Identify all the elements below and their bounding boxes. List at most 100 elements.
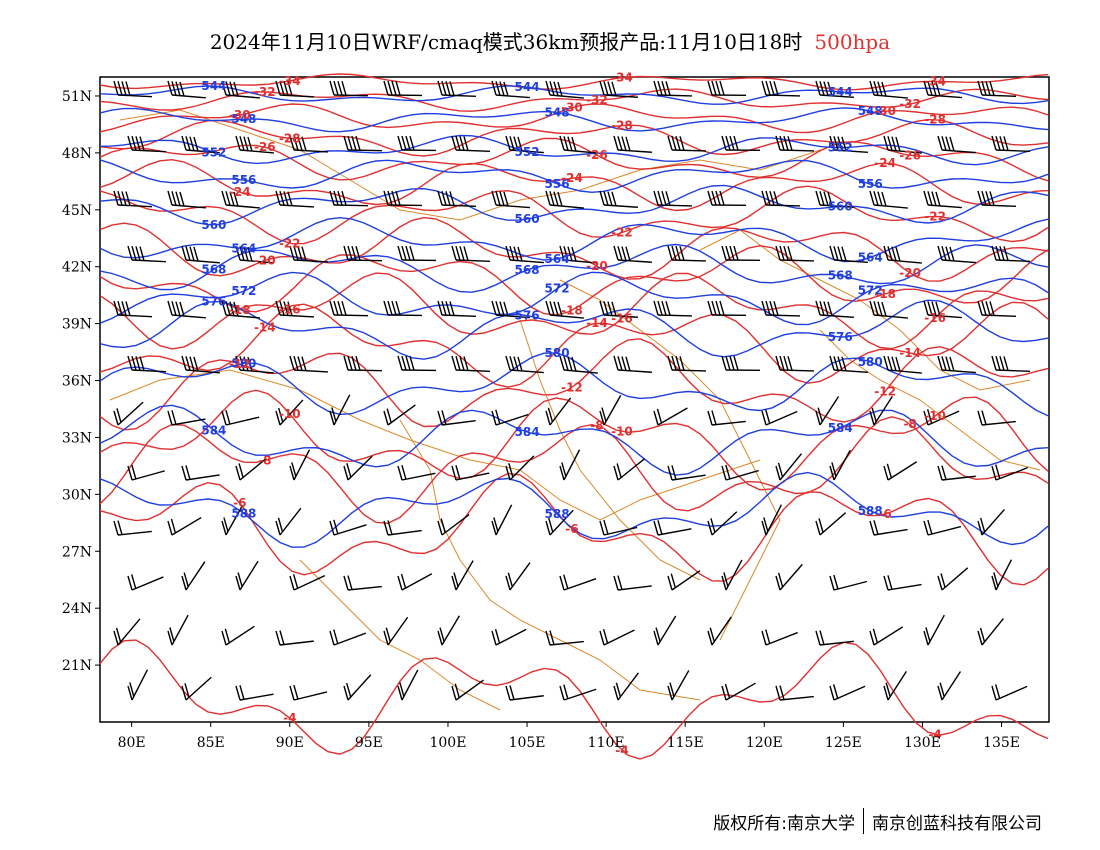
wind-barb — [383, 80, 423, 97]
height-contour-label: 588 — [231, 506, 256, 520]
temperature-contour-label: -6 — [878, 507, 891, 521]
height-contour-line — [99, 271, 1049, 326]
wind-barb — [329, 190, 369, 207]
wind-barb — [343, 674, 372, 701]
wind-barb — [181, 355, 220, 374]
temperature-contour-line — [99, 389, 1049, 491]
wind-barb — [397, 573, 433, 591]
wind-barb — [289, 684, 328, 701]
wind-barb — [667, 245, 707, 262]
wind-barb — [275, 399, 304, 426]
lon-tick-label: 135E — [983, 735, 1020, 751]
wind-barb — [599, 395, 622, 426]
boundary-line — [819, 329, 1041, 471]
temperature-contour-line — [99, 472, 1049, 586]
temperature-contour-label: -14 — [586, 316, 608, 330]
wind-barb — [383, 404, 416, 426]
temperature-contour-label: -32 — [586, 93, 608, 107]
wind-barb — [235, 355, 274, 374]
height-contour-line — [99, 107, 1049, 133]
temperature-contour-label: -16 — [924, 311, 946, 325]
wind-barb — [559, 355, 598, 374]
height-contour-label: 544 — [515, 80, 540, 94]
boundary-line — [119, 109, 821, 221]
wind-barb — [977, 508, 1005, 536]
wind-barb — [113, 618, 141, 646]
wind-barb — [451, 245, 491, 263]
temperature-contour-label: -20 — [586, 259, 608, 273]
wind-barb — [383, 520, 422, 536]
axis-ticks-layer: 80E 85E 90E 95E 100E 105E 110E 115E 120E 125E 130E… — [62, 89, 1020, 751]
wind-barb — [937, 567, 969, 591]
temperature-contour-label: -34 — [924, 74, 946, 88]
wind-barb — [775, 135, 815, 152]
wind-barb — [761, 504, 783, 536]
wind-barb — [451, 135, 491, 153]
wind-barb — [127, 135, 166, 153]
wind-barb — [667, 670, 690, 701]
height-contour-label: 576 — [515, 308, 540, 322]
temperature-contour-label: -6 — [233, 496, 246, 510]
height-contour-label: 560 — [828, 199, 853, 213]
wind-barb — [883, 575, 922, 591]
wind-barb — [653, 300, 693, 317]
wind-barb — [397, 355, 437, 372]
height-contour-label: 568 — [515, 263, 540, 277]
wind-barb — [707, 616, 732, 646]
wind-barb — [559, 574, 597, 591]
wind-barb — [181, 245, 220, 264]
temperature-contour-label: -30 — [229, 108, 251, 122]
wind-barb — [721, 245, 761, 262]
wind-barb — [923, 409, 960, 426]
wind-barb — [721, 559, 743, 591]
wind-barb — [775, 245, 815, 262]
wind-barb — [869, 80, 908, 99]
pressure-level: 500hpa — [814, 30, 891, 54]
temperature-contour-line — [99, 272, 1049, 350]
wind-barb — [775, 453, 803, 481]
height-contour-label: 564 — [231, 242, 256, 256]
height-contour-label: 572 — [858, 283, 883, 297]
wind-barb — [113, 401, 144, 426]
wind-barb — [275, 80, 314, 98]
wind-barb — [491, 80, 530, 99]
lon-tick-label: 110E — [588, 735, 625, 751]
height-contour-line — [99, 404, 1049, 476]
wind-barb — [235, 560, 259, 591]
boundary-line — [519, 319, 701, 581]
wind-barb — [491, 504, 513, 536]
wind-barb — [829, 449, 851, 481]
wind-barb — [329, 80, 369, 97]
height-contours-layer — [99, 85, 1049, 548]
temperature-contour-label: -10 — [924, 409, 946, 423]
temperature-contour-line — [99, 639, 1049, 760]
wind-barb — [127, 669, 149, 701]
wind-barb — [275, 190, 314, 208]
height-contour-label: 576 — [201, 294, 226, 308]
wind-barb — [343, 135, 383, 152]
wind-barb — [977, 80, 1017, 98]
height-contour-label: 556 — [858, 177, 883, 191]
wind-barb — [559, 135, 598, 154]
height-contour-label: 588 — [545, 507, 570, 521]
wind-barb — [923, 80, 962, 99]
wind-barb — [721, 355, 761, 372]
wind-barb — [977, 618, 1004, 646]
contour-labels-layer: 544 544 544 548 548 548 552 552 552 556 556 556 560 5… — [201, 71, 946, 758]
wind-barb — [181, 135, 220, 154]
height-contour-label: 584 — [828, 421, 853, 435]
wind-barb — [235, 245, 274, 264]
boundary-line — [109, 369, 761, 521]
wind-barb — [289, 245, 328, 263]
lon-tick-label: 80E — [118, 735, 146, 751]
copyright-owner: 版权所有:南京大学 — [713, 813, 855, 834]
wind-barb — [491, 409, 529, 426]
temperature-contour-label: -28 — [279, 131, 301, 145]
wind-barb — [383, 300, 423, 317]
height-contour-label: 568 — [201, 262, 226, 276]
wind-barb — [923, 190, 962, 209]
wind-barb — [235, 457, 267, 481]
wind-barb — [815, 80, 854, 98]
wind-barb — [545, 190, 584, 209]
wind-barb — [991, 559, 1013, 591]
